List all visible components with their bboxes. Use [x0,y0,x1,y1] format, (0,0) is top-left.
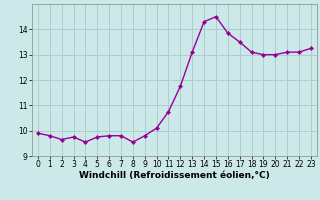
X-axis label: Windchill (Refroidissement éolien,°C): Windchill (Refroidissement éolien,°C) [79,171,270,180]
